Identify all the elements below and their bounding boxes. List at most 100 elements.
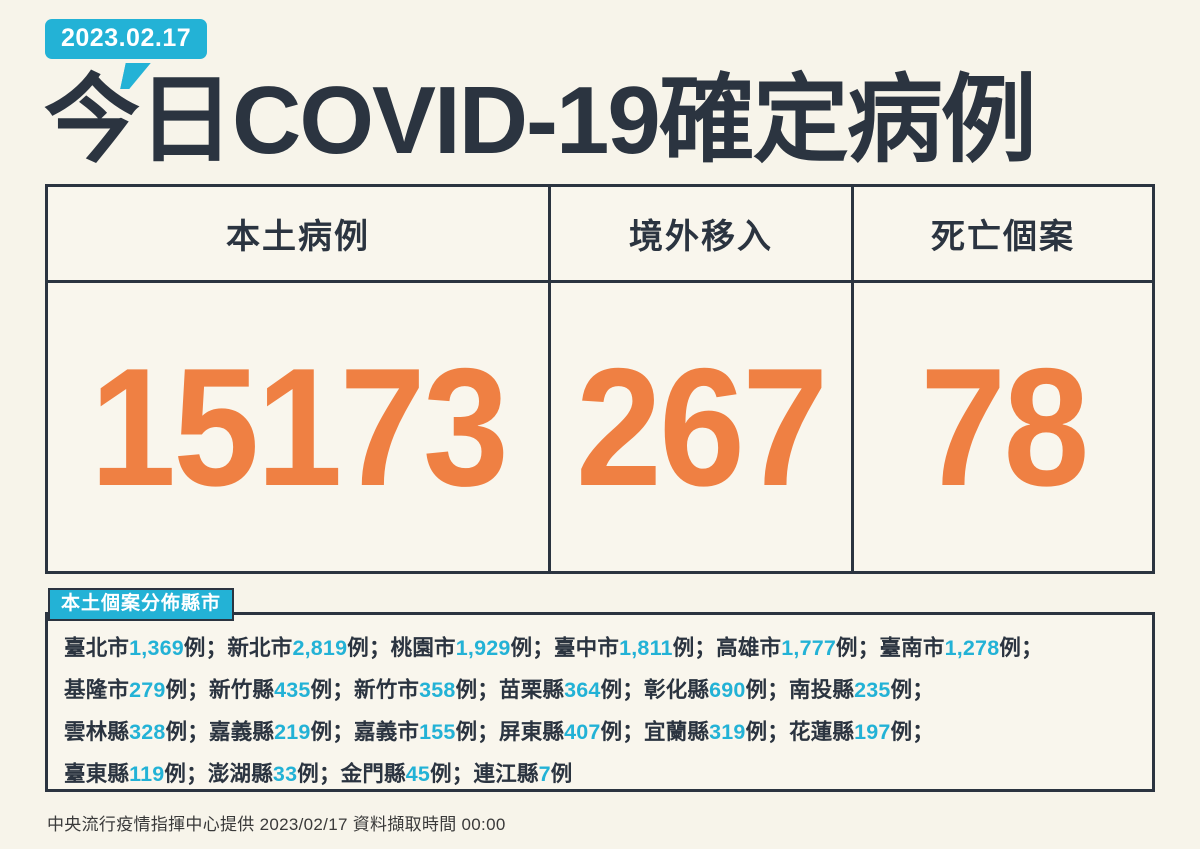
distribution-city: 嘉義縣 xyxy=(209,720,275,744)
summary-value-cell-deaths: 78 xyxy=(851,283,1152,571)
distribution-count: 1,278 xyxy=(944,636,1000,660)
distribution-separator: ； xyxy=(318,762,341,786)
distribution-separator: ； xyxy=(477,678,499,702)
summary-header-label-imported: 境外移入 xyxy=(629,218,773,256)
summary-value-imported: 267 xyxy=(576,333,828,521)
distribution-city: 南投縣 xyxy=(789,678,855,702)
distribution-separator: ； xyxy=(332,720,354,744)
date-badge-container: 2023.02.17 xyxy=(45,19,208,89)
distribution-count: 155 xyxy=(419,720,456,744)
distribution-separator: ； xyxy=(1021,636,1043,660)
distribution-count: 7 xyxy=(538,762,551,786)
distribution-unit: 例 xyxy=(183,636,206,660)
summary-header-label-deaths: 死亡個案 xyxy=(931,218,1075,256)
distribution-unit: 例 xyxy=(510,636,533,660)
summary-header-cell-imported: 境外移入 xyxy=(548,187,851,280)
summary-value-local: 15173 xyxy=(89,333,509,521)
distribution-city: 屏東縣 xyxy=(499,720,565,744)
distribution-city: 高雄市 xyxy=(716,636,782,660)
distribution-city: 臺中市 xyxy=(553,636,620,660)
distribution-city: 彰化縣 xyxy=(644,678,710,702)
distribution-unit: 例 xyxy=(165,678,188,702)
distribution-unit: 例 xyxy=(164,762,187,786)
distribution-separator: ； xyxy=(187,678,209,702)
distribution-line: 臺東縣119例；澎湖縣33例；金門縣45例；連江縣7例 xyxy=(64,753,1136,795)
distribution-unit: 例 xyxy=(455,720,478,744)
distribution-unit: 例 xyxy=(455,678,478,702)
distribution-unit: 例 xyxy=(890,720,913,744)
distribution-city: 連江縣 xyxy=(473,762,539,786)
distribution-count: 358 xyxy=(419,678,456,702)
distribution-separator: ； xyxy=(477,720,499,744)
distribution-separator: ； xyxy=(694,636,717,660)
summary-header-cell-deaths: 死亡個案 xyxy=(851,187,1152,280)
distribution-unit: 例 xyxy=(550,762,573,786)
distribution-separator: ； xyxy=(622,678,644,702)
distribution-count: 328 xyxy=(129,720,166,744)
distribution-box: 臺北市1,369例；新北市2,819例；桃園市1,929例；臺中市1,811例；… xyxy=(45,612,1155,792)
distribution-count: 2,819 xyxy=(292,636,348,660)
distribution-separator: ； xyxy=(912,678,934,702)
distribution-unit: 例 xyxy=(297,762,319,786)
distribution-unit: 例 xyxy=(430,762,452,786)
distribution-separator: ； xyxy=(767,720,789,744)
distribution-separator: ； xyxy=(186,762,208,786)
distribution-city: 金門縣 xyxy=(340,762,406,786)
distribution-count: 690 xyxy=(709,678,746,702)
distribution-unit: 例 xyxy=(600,720,623,744)
distribution-count: 1,369 xyxy=(129,636,184,660)
distribution-city: 嘉義市 xyxy=(354,720,420,744)
distribution-unit: 例 xyxy=(310,678,333,702)
summary-value-cell-local: 15173 xyxy=(48,283,548,571)
distribution-city: 臺東縣 xyxy=(64,762,130,786)
distribution-count: 1,929 xyxy=(455,636,511,660)
distribution-city: 澎湖縣 xyxy=(207,762,273,786)
distribution-count: 45 xyxy=(405,762,431,786)
source-footer: 中央流行疫情指揮中心提供 2023/02/17 資料擷取時間 00:00 xyxy=(47,815,506,834)
distribution-unit: 例 xyxy=(310,720,333,744)
distribution-separator: ； xyxy=(767,678,789,702)
summary-table: 本土病例 境外移入 死亡個案 15173 267 78 xyxy=(45,184,1155,574)
distribution-unit: 例 xyxy=(745,720,768,744)
distribution-separator: ； xyxy=(205,636,228,660)
summary-header-label-local: 本土病例 xyxy=(226,218,370,256)
distribution-city: 新竹縣 xyxy=(209,678,275,702)
distribution-unit: 例 xyxy=(836,636,858,660)
distribution-city: 苗栗縣 xyxy=(499,678,565,702)
distribution-separator: ； xyxy=(532,636,554,660)
distribution-line: 雲林縣328例；嘉義縣219例；嘉義市155例；屏東縣407例；宜蘭縣319例；… xyxy=(64,711,1136,753)
distribution-city: 雲林縣 xyxy=(64,720,130,744)
distribution-count: 219 xyxy=(274,720,311,744)
distribution-unit: 例 xyxy=(600,678,623,702)
distribution-count: 235 xyxy=(854,678,891,702)
distribution-count: 33 xyxy=(272,762,298,786)
distribution-separator: ； xyxy=(332,678,354,702)
distribution-separator: ； xyxy=(857,636,880,660)
summary-header-cell-local: 本土病例 xyxy=(48,187,548,280)
summary-value-cell-imported: 267 xyxy=(548,283,851,571)
distribution-separator: ； xyxy=(912,720,934,744)
distribution-count: 1,777 xyxy=(781,636,837,660)
summary-table-header-row: 本土病例 境外移入 死亡個案 xyxy=(48,187,1152,283)
distribution-city: 臺南市 xyxy=(879,636,945,660)
distribution-city: 臺北市 xyxy=(64,636,130,660)
distribution-city: 基隆市 xyxy=(64,678,130,702)
distribution-unit: 例 xyxy=(745,678,768,702)
distribution-count: 364 xyxy=(564,678,601,702)
distribution-line: 臺北市1,369例；新北市2,819例；桃園市1,929例；臺中市1,811例；… xyxy=(64,627,1136,669)
distribution-city: 新北市 xyxy=(227,636,293,660)
distribution-unit: 例 xyxy=(347,636,369,660)
distribution-count: 279 xyxy=(129,678,166,702)
distribution-count: 1,811 xyxy=(619,636,673,660)
distribution-unit: 例 xyxy=(165,720,188,744)
distribution-separator: ； xyxy=(622,720,644,744)
distribution-count: 119 xyxy=(129,762,165,786)
distribution-separator: ； xyxy=(451,762,474,786)
distribution-city: 花蓮縣 xyxy=(789,720,855,744)
distribution-count: 407 xyxy=(564,720,601,744)
distribution-unit: 例 xyxy=(890,678,913,702)
page-title: 今日COVID-19確定病例 xyxy=(44,67,1037,174)
distribution-unit: 例 xyxy=(672,636,695,660)
summary-value-deaths: 78 xyxy=(919,333,1089,521)
